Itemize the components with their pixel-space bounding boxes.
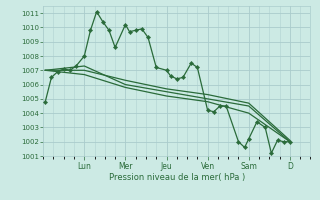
X-axis label: Pression niveau de la mer( hPa ): Pression niveau de la mer( hPa ): [109, 173, 245, 182]
